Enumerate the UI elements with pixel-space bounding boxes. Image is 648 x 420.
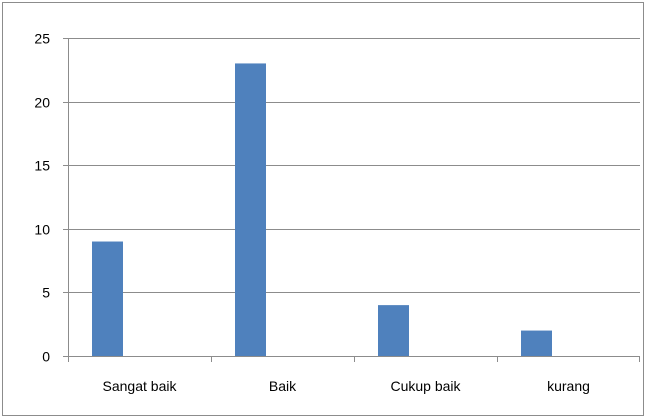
bar-kurang	[521, 330, 552, 356]
y-tick-label-5: 5	[42, 285, 50, 301]
x-tick-label-1: Baik	[269, 378, 297, 394]
x-tick-label-3: kurang	[547, 378, 590, 394]
y-tick-labels: 0 5 10 15 20 25	[34, 31, 50, 365]
y-tick-label-20: 20	[34, 95, 50, 111]
gridlines	[68, 38, 640, 293]
x-tick-label-0: Sangat baik	[103, 378, 178, 394]
y-tick-label-15: 15	[34, 158, 50, 174]
bar-sangat-baik	[92, 241, 123, 356]
bar-baik	[235, 63, 266, 356]
axes	[63, 38, 640, 362]
y-tick-label-0: 0	[42, 349, 50, 365]
bars	[92, 63, 552, 356]
x-tick-label-2: Cukup baik	[390, 378, 461, 394]
bar-cukup-baik	[378, 305, 409, 356]
y-tick-label-25: 25	[34, 31, 50, 47]
x-tick-labels: Sangat baik Baik Cukup baik kurang	[103, 378, 590, 394]
y-tick-label-10: 10	[34, 222, 50, 238]
